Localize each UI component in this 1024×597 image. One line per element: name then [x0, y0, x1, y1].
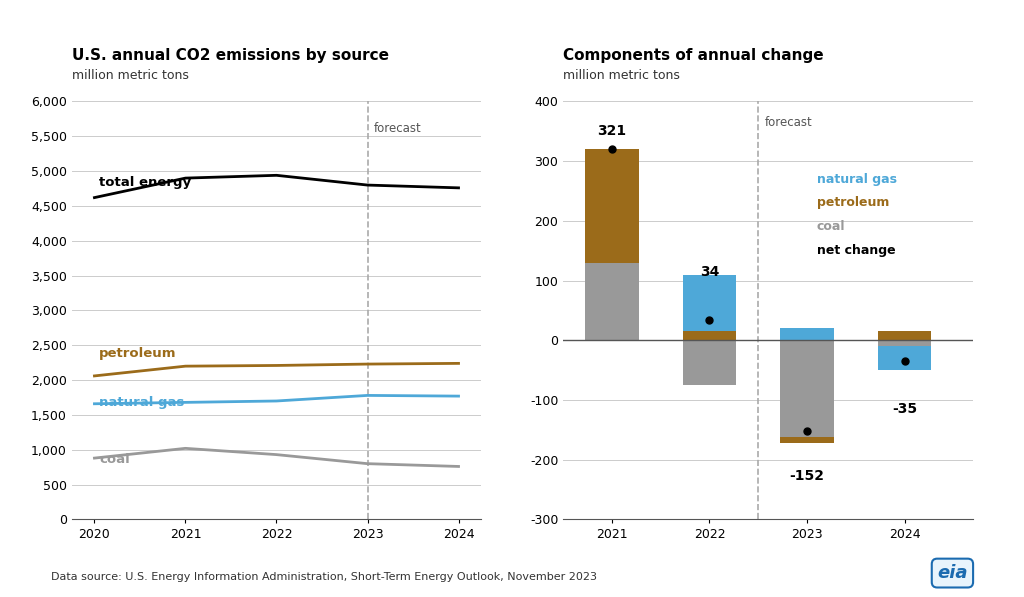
Bar: [878, 331, 932, 340]
Text: Data source: U.S. Energy Information Administration, Short-Term Energy Outlook, : Data source: U.S. Energy Information Adm…: [51, 572, 597, 582]
Text: -35: -35: [892, 402, 918, 416]
Bar: [683, 340, 736, 385]
Text: petroleum: petroleum: [99, 347, 176, 360]
Text: U.S. annual CO2 emissions by source: U.S. annual CO2 emissions by source: [72, 48, 389, 63]
Text: coal: coal: [99, 454, 130, 466]
Bar: [585, 149, 639, 263]
Text: million metric tons: million metric tons: [563, 69, 680, 82]
Text: total energy: total energy: [99, 176, 191, 189]
Text: natural gas: natural gas: [817, 173, 897, 186]
Bar: [878, 340, 932, 346]
Text: petroleum: petroleum: [817, 196, 889, 210]
Text: million metric tons: million metric tons: [72, 69, 188, 82]
Bar: [878, 346, 932, 370]
Bar: [585, 263, 639, 340]
Text: Components of annual change: Components of annual change: [563, 48, 824, 63]
Bar: [683, 275, 736, 331]
Text: forecast: forecast: [374, 122, 422, 136]
Text: natural gas: natural gas: [99, 396, 184, 408]
Text: forecast: forecast: [765, 116, 813, 130]
Text: eia: eia: [937, 564, 968, 582]
Text: 34: 34: [699, 264, 719, 279]
Bar: [780, 437, 834, 443]
Text: coal: coal: [817, 220, 845, 233]
Text: 321: 321: [597, 124, 627, 139]
Bar: [683, 331, 736, 340]
Bar: [780, 340, 834, 437]
Bar: [780, 328, 834, 340]
Text: -152: -152: [790, 469, 824, 484]
Text: net change: net change: [817, 244, 895, 257]
